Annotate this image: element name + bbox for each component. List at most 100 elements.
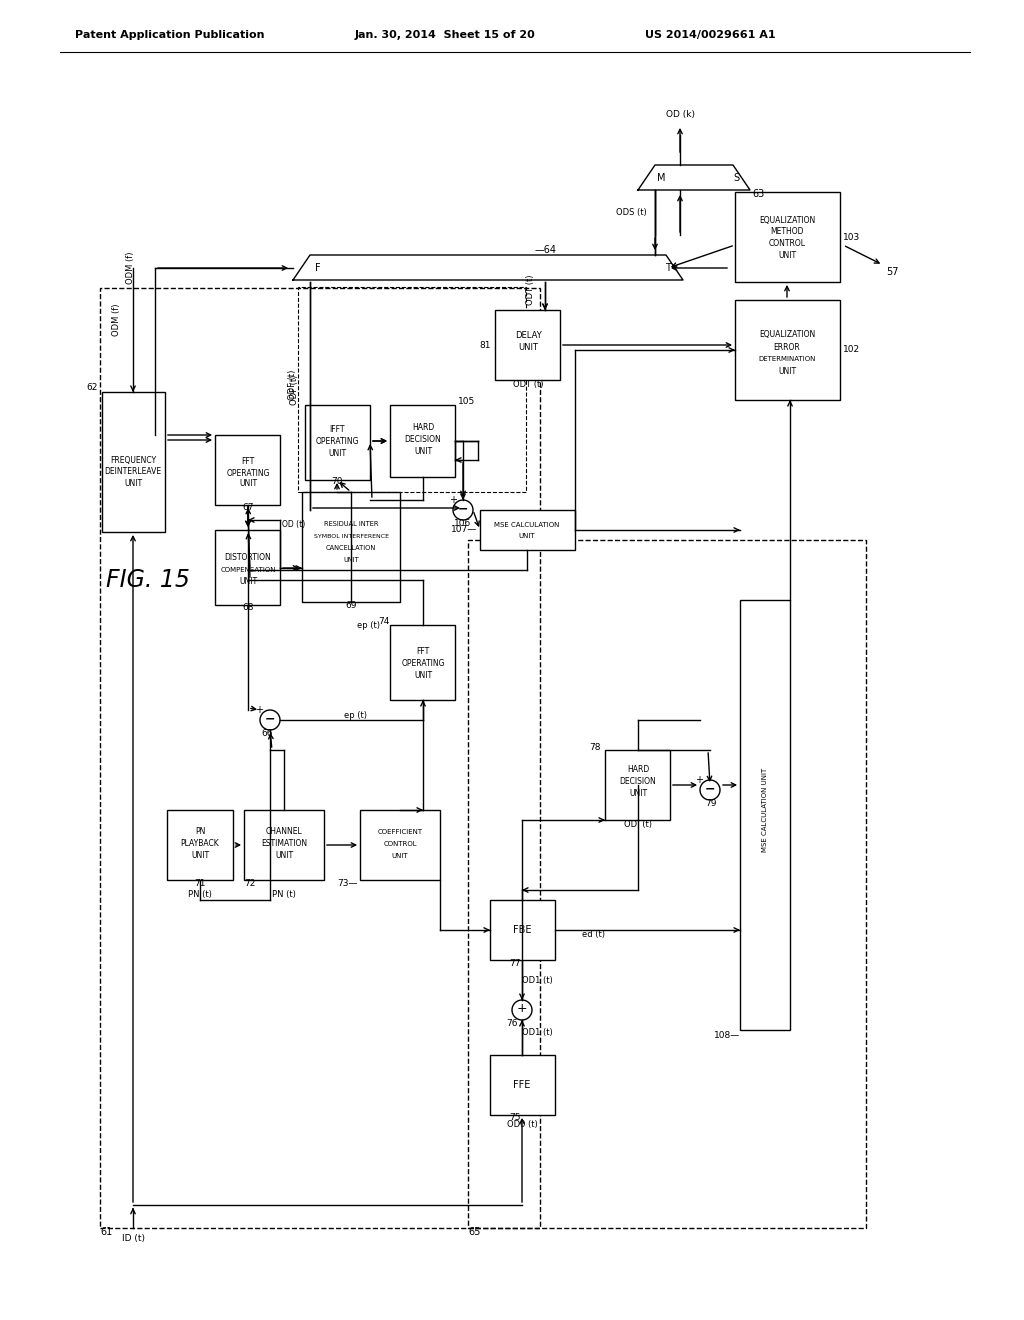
Text: M: M (656, 173, 666, 183)
Text: OD (k): OD (k) (666, 111, 694, 120)
Text: 105: 105 (458, 397, 475, 407)
Bar (605, 750, 670, 820)
Text: UNIT: UNIT (239, 578, 257, 586)
Text: ID (t): ID (t) (122, 1233, 144, 1242)
Text: METHOD: METHOD (770, 227, 804, 236)
Text: HARD: HARD (627, 766, 649, 775)
Text: 77: 77 (509, 958, 521, 968)
Text: Jan. 30, 2014  Sheet 15 of 20: Jan. 30, 2014 Sheet 15 of 20 (355, 30, 536, 40)
Text: ESTIMATION: ESTIMATION (261, 840, 307, 849)
Text: DECISION: DECISION (620, 777, 656, 787)
Text: DELAY: DELAY (515, 330, 542, 339)
Text: +: + (449, 495, 457, 506)
Text: UNIT: UNIT (414, 446, 432, 455)
Text: 103: 103 (843, 232, 860, 242)
Bar (102, 392, 165, 532)
Bar (468, 540, 866, 1228)
Bar (390, 624, 455, 700)
Text: DETERMINATION: DETERMINATION (759, 356, 816, 362)
Bar (100, 288, 540, 1228)
Text: UNIT: UNIT (190, 851, 209, 861)
Text: +: + (255, 705, 263, 715)
Bar (360, 810, 440, 880)
Text: 73—: 73— (338, 879, 358, 887)
Text: ed (t): ed (t) (582, 931, 605, 940)
Text: 63: 63 (752, 189, 764, 199)
Text: OPERATING: OPERATING (401, 659, 444, 668)
Text: RESIDUAL INTER: RESIDUAL INTER (324, 521, 378, 527)
Text: ODF (t): ODF (t) (289, 370, 298, 400)
Text: 81: 81 (479, 341, 490, 350)
Bar (244, 810, 324, 880)
Text: ODS (t): ODS (t) (616, 207, 647, 216)
Text: SYMBOL INTERFERENCE: SYMBOL INTERFERENCE (313, 533, 388, 539)
Text: 102: 102 (843, 346, 860, 355)
Bar (215, 531, 280, 605)
Bar (298, 286, 526, 492)
Text: −: − (458, 503, 468, 516)
Text: ERROR: ERROR (773, 342, 801, 351)
Text: CONTROL: CONTROL (383, 841, 417, 847)
Text: DISTORTION: DISTORTION (224, 553, 271, 562)
Text: OPERATING: OPERATING (315, 437, 358, 446)
Bar (302, 492, 400, 602)
Text: S: S (733, 173, 739, 183)
Text: UNIT: UNIT (778, 252, 796, 260)
Text: OD1 (t): OD1 (t) (522, 1027, 553, 1036)
Text: 61: 61 (100, 1228, 113, 1237)
Text: DEINTERLEAVE: DEINTERLEAVE (104, 467, 162, 477)
Text: COMPENSATION: COMPENSATION (220, 568, 275, 573)
Text: 106: 106 (454, 519, 471, 528)
Text: ODM (f): ODM (f) (126, 252, 134, 284)
Bar (735, 191, 840, 282)
Text: UNIT: UNIT (124, 479, 142, 488)
Text: F: F (315, 263, 321, 273)
Text: Patent Application Publication: Patent Application Publication (75, 30, 264, 40)
Text: +: + (695, 775, 703, 785)
Text: OD’ (t): OD’ (t) (624, 821, 652, 829)
Text: −: − (265, 713, 275, 726)
Text: UNIT: UNIT (343, 557, 358, 564)
Text: 74: 74 (379, 618, 390, 627)
Text: HARD: HARD (412, 422, 434, 432)
Text: −: − (705, 783, 715, 796)
Text: 68: 68 (243, 603, 254, 612)
Text: ODM (f): ODM (f) (113, 304, 122, 337)
Text: UNIT: UNIT (414, 671, 432, 680)
Text: UNIT: UNIT (239, 479, 257, 488)
Circle shape (512, 1001, 532, 1020)
Text: MSE CALCULATION: MSE CALCULATION (495, 521, 560, 528)
Text: PN (t): PN (t) (272, 891, 296, 899)
Text: 62: 62 (87, 383, 98, 392)
Text: US 2014/0029661 A1: US 2014/0029661 A1 (645, 30, 775, 40)
Text: 107—: 107— (451, 525, 477, 535)
Text: PN (t): PN (t) (188, 891, 212, 899)
Text: CANCELLATION: CANCELLATION (326, 545, 376, 550)
Text: —64: —64 (535, 246, 557, 255)
Text: ep (t): ep (t) (357, 620, 380, 630)
Text: FFT: FFT (417, 647, 430, 656)
Text: +: + (517, 1002, 527, 1015)
Text: FFE: FFE (513, 1080, 530, 1090)
Text: 79: 79 (706, 799, 717, 808)
Text: UNIT: UNIT (519, 533, 536, 539)
Bar (167, 810, 233, 880)
Text: FIG. 15: FIG. 15 (106, 568, 189, 591)
Text: 65: 65 (468, 1228, 480, 1237)
Text: COEFFICIENT: COEFFICIENT (378, 829, 423, 836)
Text: ODT (t): ODT (t) (525, 275, 535, 305)
Bar (305, 405, 370, 480)
Circle shape (700, 780, 720, 800)
Bar (480, 510, 575, 550)
Text: 75: 75 (509, 1114, 521, 1122)
Text: ODF (t): ODF (t) (291, 375, 299, 405)
Bar (215, 436, 280, 506)
Text: EQUALIZATION: EQUALIZATION (759, 215, 815, 224)
Text: MSE CALCULATION UNIT: MSE CALCULATION UNIT (762, 768, 768, 853)
Bar (495, 310, 560, 380)
Text: UNIT: UNIT (778, 367, 796, 375)
Polygon shape (293, 255, 683, 280)
Text: FREQUENCY: FREQUENCY (110, 455, 156, 465)
Text: T: T (665, 263, 671, 273)
Text: CONTROL: CONTROL (768, 239, 806, 248)
